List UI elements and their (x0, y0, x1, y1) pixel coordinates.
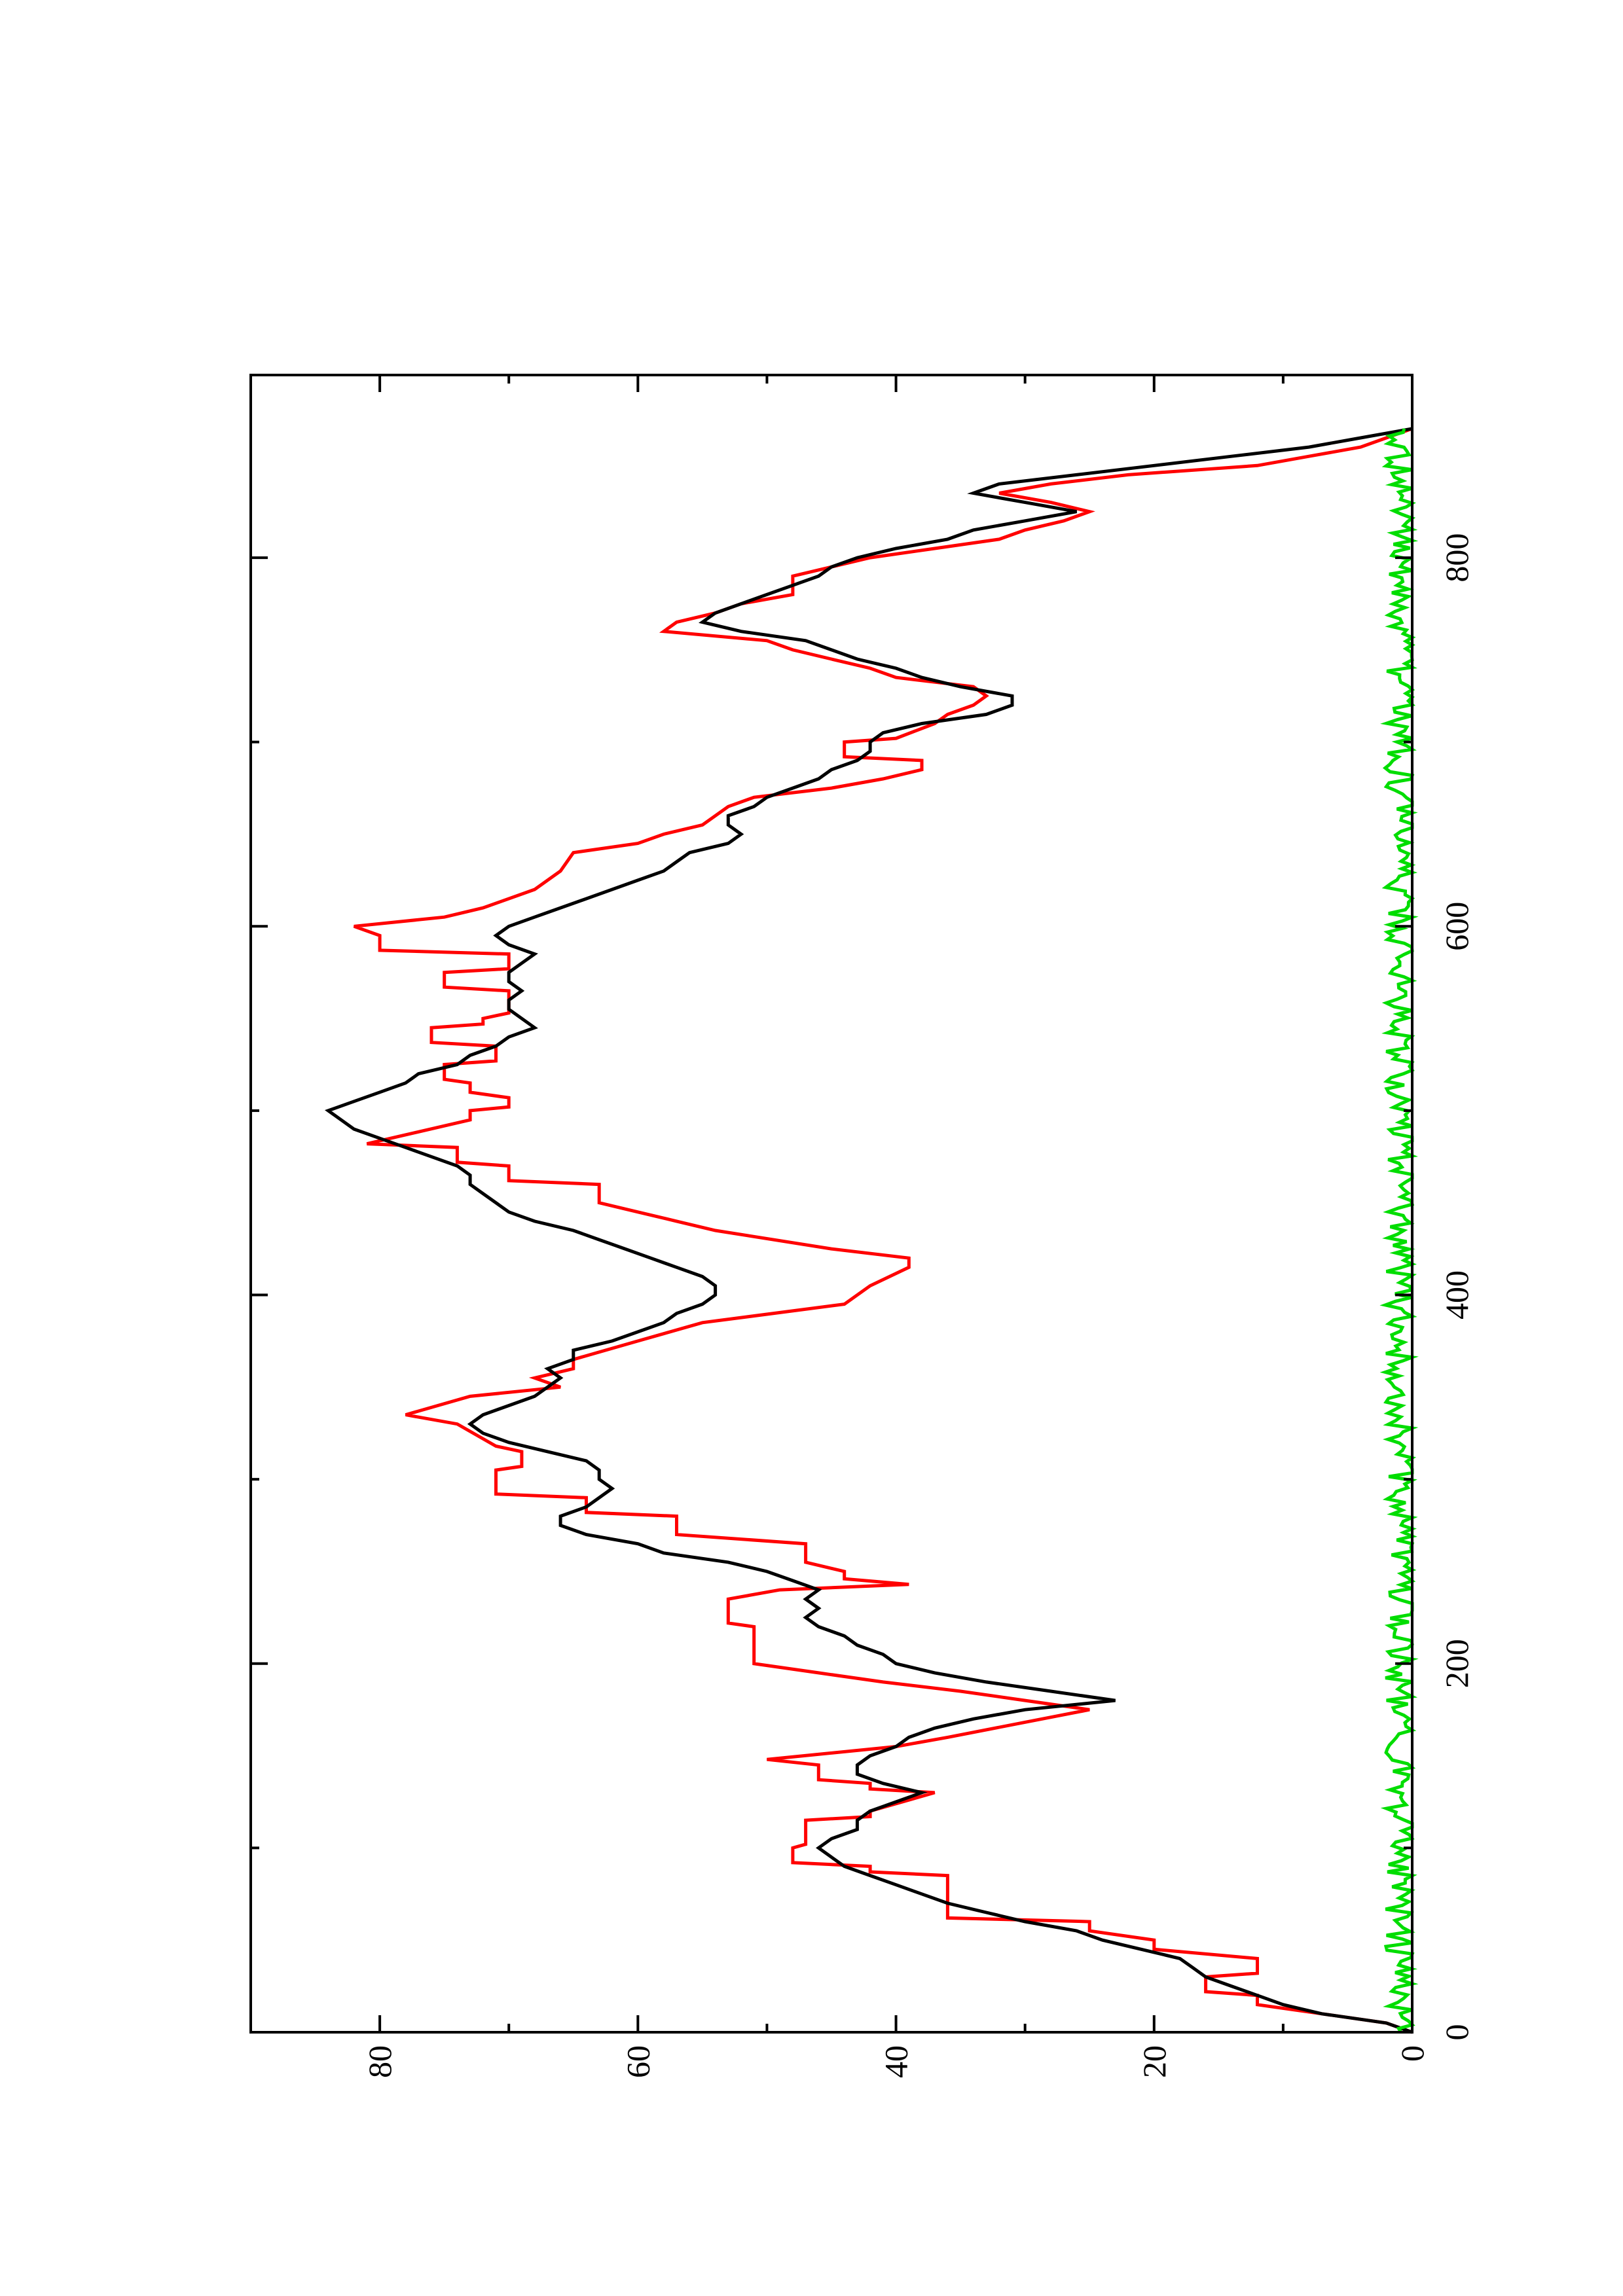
plot-area (324, 427, 1419, 2034)
x-tick-label: 0 (1438, 2024, 1475, 2041)
x-tick-label: 400 (1438, 1270, 1475, 1319)
plot-border (249, 374, 1413, 2034)
axis-tick-labels: 0 200 400 600 800 0 20 40 60 80 (361, 533, 1475, 2078)
series-line-green (1379, 428, 1419, 2034)
y-tick-label: 20 (1136, 2045, 1173, 2078)
y-tick-label: 0 (1394, 2045, 1431, 2062)
series-line-red (353, 427, 1413, 2034)
y-tick-label: 40 (878, 2045, 915, 2078)
x-tick-label: 800 (1438, 533, 1475, 583)
y-tick-label: 60 (619, 2045, 656, 2078)
x-tick-label: 600 (1438, 902, 1475, 951)
plot-frame (249, 374, 1413, 2034)
axis-ticks (251, 375, 1413, 2034)
y-tick-label: 80 (361, 2045, 398, 2078)
series-line-black (324, 427, 1413, 2034)
x-tick-label: 200 (1438, 1639, 1475, 1688)
